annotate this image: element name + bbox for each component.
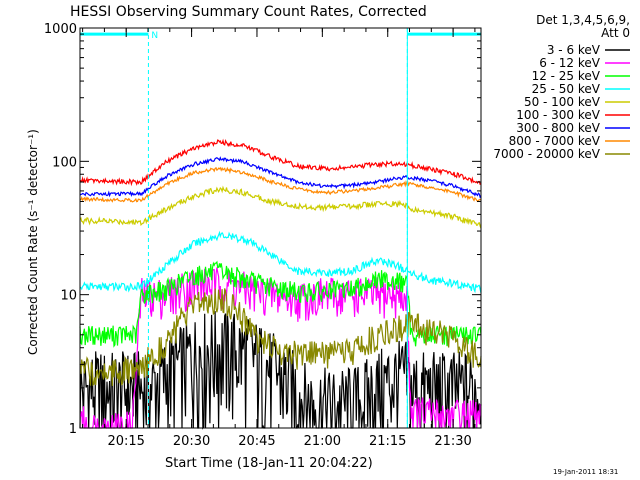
series-line-3 (79, 260, 482, 348)
y-tick-label: 10 (60, 289, 77, 304)
series-line-6 (79, 138, 482, 187)
legend-label-4: 25 - 50 keV (532, 82, 601, 96)
series-line-7 (79, 156, 482, 199)
y-axis-label: Corrected Count Rate (s⁻¹ detector⁻¹) (26, 129, 40, 355)
chart-title: HESSI Observing Summary Count Rates, Cor… (70, 4, 427, 20)
plot-frame (79, 27, 482, 429)
x-axis-label: Start Time (18-Jan-11 20:04:22) (165, 456, 373, 471)
legend-header-line-2: Att 0 (601, 26, 630, 40)
y-tick-label: 100 (52, 155, 77, 170)
series-line-5 (79, 185, 482, 229)
y-tick-label: 1 (69, 422, 77, 437)
x-tick-label: 20:15 (107, 434, 144, 449)
legend-label-6: 100 - 300 keV (516, 108, 600, 122)
x-tick-label: 20:45 (238, 434, 275, 449)
y-tick-label: 1000 (44, 22, 77, 37)
legend-label-7: 300 - 800 keV (516, 121, 600, 135)
x-tick-label: 21:00 (304, 434, 341, 449)
series-line-8 (80, 166, 482, 203)
legend-label-9: 7000 - 20000 keV (493, 147, 600, 161)
legend-label-2: 6 - 12 keV (539, 56, 601, 70)
annotation-label: N (151, 31, 158, 41)
legend-label-5: 50 - 100 keV (524, 95, 601, 109)
timestamp: 19-Jan-2011 18:31 (553, 468, 618, 476)
series-line-1 (79, 311, 482, 430)
legend-header-line-1: Det 1,3,4,5,6,9, (536, 13, 630, 27)
legend-label-1: 3 - 6 keV (547, 43, 601, 57)
series-line-9 (79, 288, 482, 387)
series-line-4 (79, 230, 482, 294)
x-tick-label: 20:30 (173, 434, 210, 449)
legend-label-8: 800 - 7000 keV (509, 134, 601, 148)
x-tick-label: 21:15 (369, 434, 406, 449)
legend-label-3: 12 - 25 keV (532, 69, 601, 83)
x-tick-label: 21:30 (434, 434, 471, 449)
